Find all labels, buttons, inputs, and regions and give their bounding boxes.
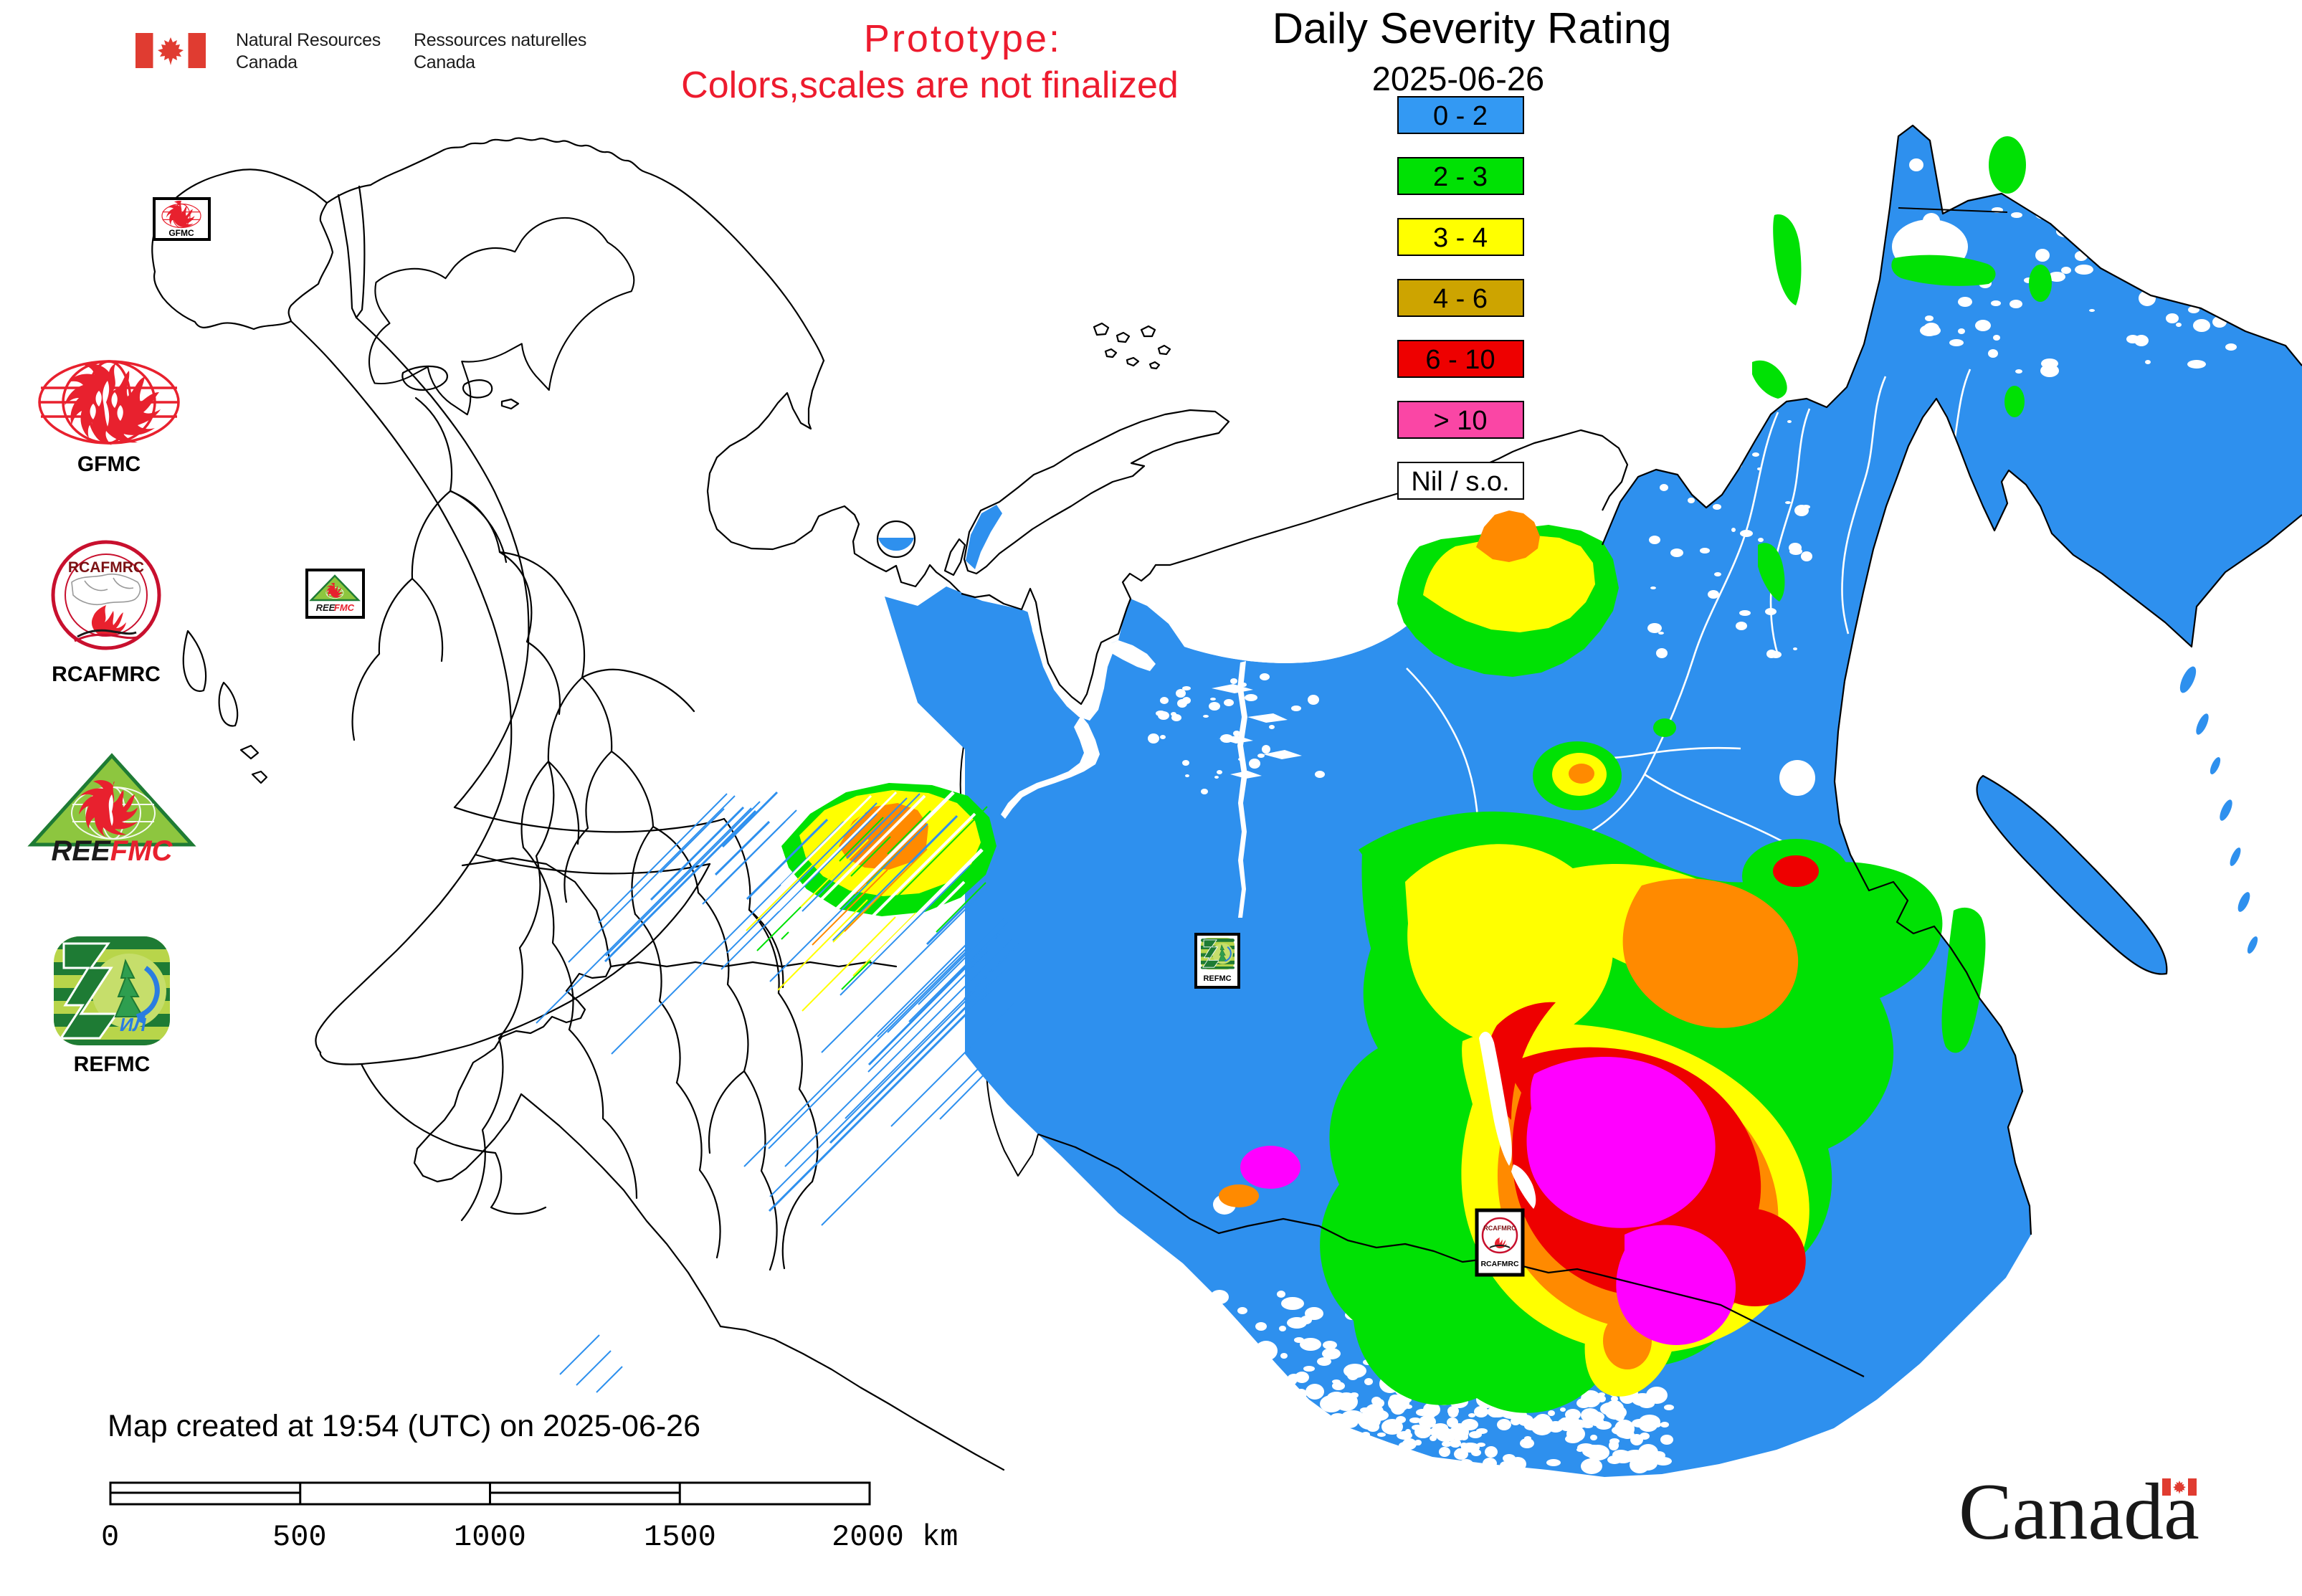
svg-text:Daily Severity Rating: Daily Severity Rating [1273, 4, 1672, 52]
svg-text:RCAFMRC: RCAFMRC [1480, 1260, 1518, 1268]
svg-text:Natural Resources: Natural Resources [236, 30, 381, 50]
svg-text:4 - 6: 4 - 6 [1433, 284, 1488, 314]
svg-text:REEFMC: REEFMC [52, 835, 173, 867]
svg-text:FMC: FMC [334, 602, 355, 613]
svg-text:1500: 1500 [644, 1520, 716, 1554]
svg-text:> 10: > 10 [1433, 406, 1487, 436]
svg-text:ИЛ: ИЛ [120, 1014, 147, 1035]
svg-text:Map created at 19:54 (UTC) on: Map created at 19:54 (UTC) on 2025-06-26 [108, 1409, 700, 1443]
svg-text:Nil / s.o.: Nil / s.o. [1411, 467, 1509, 497]
svg-text:6 - 10: 6 - 10 [1425, 345, 1495, 375]
svg-text:REFMC: REFMC [1203, 974, 1231, 983]
svg-text:REFMC: REFMC [74, 1053, 151, 1076]
svg-text:Prototype:: Prototype: [864, 17, 1062, 60]
svg-text:3 - 4: 3 - 4 [1433, 223, 1488, 253]
svg-text:Canada: Canada [414, 52, 475, 72]
svg-text:Canada: Canada [1959, 1468, 2199, 1557]
svg-text:2000 km: 2000 km [832, 1520, 958, 1554]
svg-text:Ressources naturelles: Ressources naturelles [414, 30, 586, 50]
svg-text:0: 0 [101, 1520, 119, 1554]
svg-text:GFMC: GFMC [77, 452, 141, 476]
svg-text:REE: REE [316, 602, 336, 613]
svg-text:RCAFMRC: RCAFMRC [68, 559, 144, 576]
svg-text:Colors,scales are not finalize: Colors,scales are not finalized [681, 65, 1179, 106]
svg-text:0 - 2: 0 - 2 [1433, 101, 1488, 131]
svg-text:GFMC: GFMC [168, 228, 194, 238]
svg-text:1000: 1000 [454, 1520, 526, 1554]
svg-text:500: 500 [272, 1520, 327, 1554]
svg-text:2 - 3: 2 - 3 [1433, 162, 1488, 192]
svg-text:RCAFMRC: RCAFMRC [1483, 1225, 1516, 1232]
svg-text:Canada: Canada [236, 52, 298, 72]
svg-text:RCAFMRC: RCAFMRC [52, 662, 161, 686]
svg-text:2025-06-26: 2025-06-26 [1372, 60, 1544, 98]
